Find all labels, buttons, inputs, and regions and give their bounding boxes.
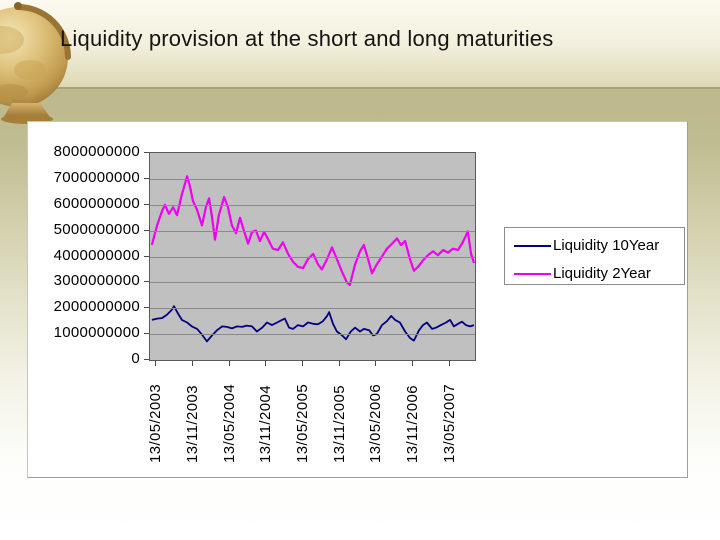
x-tick-mark (411, 361, 413, 366)
y-tick-label: 5000000000 (53, 220, 140, 238)
legend-entry: Liquidity 2Year (505, 259, 684, 288)
y-tick-mark (144, 281, 149, 283)
x-tick-mark (191, 361, 193, 366)
y-tick-mark (144, 203, 149, 205)
y-gridline (150, 308, 475, 310)
x-tick-label: 13/05/2006 (366, 383, 384, 463)
x-tick-mark (339, 361, 341, 366)
x-tick-label: 13/05/2007 (441, 383, 458, 463)
y-gridline (150, 334, 475, 336)
legend-label: Liquidity 10Year (553, 237, 660, 254)
y-tick-label: 3000000000 (53, 272, 140, 290)
x-tick-label: 13/05/2005 (294, 383, 312, 463)
y-gridline (150, 230, 475, 232)
x-tick-mark (154, 361, 156, 366)
chart-legend: Liquidity 10Year Liquidity 2Year (504, 227, 685, 285)
globe-icon (0, 2, 71, 124)
x-tick-label: 13/05/2003 (146, 383, 164, 463)
slide-title: Liquidity provision at the short and lon… (60, 26, 554, 51)
y-gridline (150, 282, 475, 284)
y-tick-label: 6000000000 (53, 194, 140, 212)
x-tick-mark (449, 361, 450, 366)
plot-area (149, 152, 476, 361)
y-tick-label: 2000000000 (53, 298, 140, 316)
y-tick-label: 7000000000 (53, 168, 140, 186)
y-tick-label: 4000000000 (53, 246, 140, 264)
x-tick-label: 13/11/2006 (403, 385, 421, 463)
y-tick-mark (144, 359, 149, 360)
y-gridline (150, 204, 475, 206)
x-tick-mark (265, 361, 267, 366)
y-tick-mark (144, 152, 149, 153)
y-tick-mark (144, 177, 149, 179)
y-tick-label: 0 (131, 350, 140, 367)
chart-object[interactable]: 8000000000 7000000000 6000000000 5000000000… (27, 121, 688, 478)
y-tick-label: 1000000000 (53, 324, 140, 342)
line-series-canvas (150, 175, 475, 343)
y-tick-label: 8000000000 (53, 143, 140, 160)
y-gridline (150, 256, 475, 258)
x-tick-mark (228, 361, 230, 366)
y-tick-mark (144, 333, 149, 335)
x-tick-label: 13/11/2005 (331, 385, 349, 463)
legend-line-sample (514, 272, 551, 275)
legend-entry: Liquidity 10Year (505, 231, 684, 260)
y-tick-mark (144, 255, 149, 257)
x-tick-mark (374, 361, 376, 366)
title-band-divider (0, 87, 720, 89)
series-line-liquidity-10year (151, 305, 475, 343)
y-tick-mark (144, 307, 149, 309)
x-tick-label: 13/11/2003 (183, 385, 201, 463)
y-gridline (150, 178, 475, 180)
y-tick-mark (144, 229, 149, 231)
series-line-liquidity-2year (150, 175, 475, 287)
legend-line-sample (514, 244, 551, 247)
x-tick-label: 13/05/2004 (220, 383, 238, 463)
legend-label: Liquidity 2Year (553, 265, 651, 282)
x-tick-mark (302, 361, 304, 366)
x-tick-label: 13/11/2004 (257, 385, 275, 463)
